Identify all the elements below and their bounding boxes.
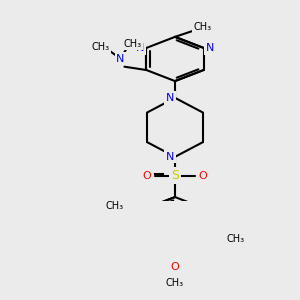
Text: CH₃: CH₃	[194, 22, 212, 32]
Text: N: N	[206, 43, 214, 53]
Text: CH₃: CH₃	[105, 201, 123, 212]
Text: N: N	[136, 43, 145, 53]
Text: N: N	[116, 54, 124, 64]
Text: CH₃: CH₃	[166, 278, 184, 288]
Text: CH₃: CH₃	[92, 42, 110, 52]
Text: CH₃: CH₃	[123, 39, 142, 49]
Text: CH₃: CH₃	[227, 234, 245, 244]
Text: O: O	[199, 171, 207, 181]
Text: N: N	[166, 152, 174, 162]
Text: S: S	[171, 169, 179, 182]
Text: O: O	[142, 171, 152, 181]
Text: N: N	[166, 93, 174, 103]
Text: O: O	[171, 262, 179, 272]
